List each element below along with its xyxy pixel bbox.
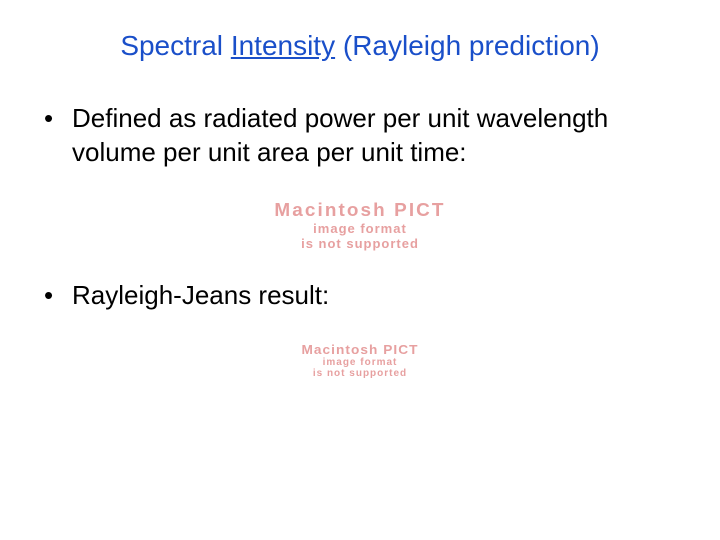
title-text-2: (Rayleigh prediction) bbox=[335, 30, 600, 61]
placeholder-line2: image format bbox=[40, 357, 680, 368]
bullet-dot-icon: • bbox=[40, 102, 72, 136]
placeholder-line3: is not supported bbox=[40, 236, 680, 251]
missing-image-placeholder-2: Macintosh PICT image format is not suppo… bbox=[40, 342, 680, 379]
bullet-2-text: Rayleigh-Jeans result: bbox=[72, 279, 680, 313]
bullet-2: • Rayleigh-Jeans result: bbox=[40, 279, 680, 313]
title-text-1: Spectral bbox=[120, 30, 231, 61]
slide-title: Spectral Intensity (Rayleigh prediction) bbox=[40, 30, 680, 62]
placeholder-line1: Macintosh PICT bbox=[24, 342, 696, 357]
bullet-1: • Defined as radiated power per unit wav… bbox=[40, 102, 680, 170]
missing-image-placeholder-1: Macintosh PICT image format is not suppo… bbox=[40, 200, 680, 251]
bullet-dot-icon: • bbox=[40, 279, 72, 313]
placeholder-line1: Macintosh PICT bbox=[24, 200, 696, 221]
placeholder-line2: image format bbox=[40, 221, 680, 236]
placeholder-line3: is not supported bbox=[40, 368, 680, 379]
title-text-underlined: Intensity bbox=[231, 30, 335, 61]
bullet-1-text: Defined as radiated power per unit wavel… bbox=[72, 102, 680, 170]
bullet-1-block: • Defined as radiated power per unit wav… bbox=[40, 102, 680, 170]
slide: Spectral Intensity (Rayleigh prediction)… bbox=[0, 0, 720, 540]
bullet-2-block: • Rayleigh-Jeans result: bbox=[40, 279, 680, 313]
